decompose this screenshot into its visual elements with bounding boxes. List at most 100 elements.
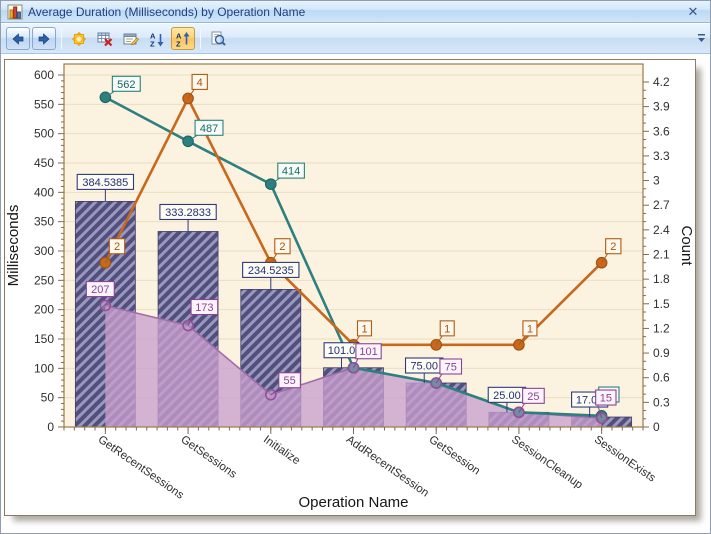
svg-text:3.6: 3.6 (653, 124, 670, 138)
bar-chart-icon (7, 4, 23, 19)
toolbar: A Z A Z (1, 24, 710, 54)
svg-text:4.2: 4.2 (653, 75, 670, 89)
print-preview-icon (211, 31, 226, 46)
x-axis-title: Operation Name (298, 494, 408, 511)
svg-text:333.2833: 333.2833 (165, 207, 211, 219)
properties-button[interactable] (119, 27, 143, 50)
svg-text:150: 150 (34, 332, 54, 346)
data-label (595, 389, 617, 406)
svg-text:0: 0 (653, 420, 660, 434)
svg-text:234.5235: 234.5235 (248, 265, 294, 277)
close-icon: ✕ (687, 4, 699, 19)
data-label (356, 320, 373, 337)
svg-text:450: 450 (34, 156, 54, 170)
y-axis-left: 0 50 100 150 200 250 300 350 400 450 500 550 600 (34, 68, 54, 434)
svg-text:2.4: 2.4 (653, 223, 670, 237)
toolbar-separator (200, 28, 201, 49)
y-axis-left-title: Milliseconds (5, 205, 22, 287)
svg-text:100: 100 (34, 361, 54, 375)
table-delete-icon (97, 32, 113, 46)
svg-text:25: 25 (527, 391, 539, 403)
svg-text:2: 2 (610, 241, 616, 253)
svg-text:AddRecentSession: AddRecentSession (344, 434, 431, 500)
arrow-left-icon (12, 32, 24, 45)
appearance-button[interactable] (67, 27, 91, 50)
toolbar-overflow-icon (698, 34, 705, 42)
remove-table-button[interactable] (93, 27, 117, 50)
svg-text:2.1: 2.1 (653, 248, 670, 262)
svg-text:2.7: 2.7 (653, 198, 670, 212)
window-title: Average Duration (Milliseconds) by Opera… (28, 4, 306, 19)
svg-text:A: A (176, 31, 182, 40)
back-button[interactable] (6, 27, 30, 50)
chart-canvas: 0 50 100 150 200 250 300 350 400 450 500 550 600 0 0.3… (5, 60, 695, 515)
sunburst-icon (71, 31, 87, 46)
svg-text:25.00: 25.00 (493, 390, 521, 402)
svg-text:Z: Z (150, 39, 155, 47)
svg-text:101: 101 (359, 346, 377, 358)
svg-text:414: 414 (282, 166, 300, 178)
svg-text:600: 600 (34, 68, 54, 82)
axes (58, 74, 649, 434)
toolbar-separator (61, 28, 62, 49)
svg-text:75.00: 75.00 (410, 361, 438, 373)
toolbar-overflow-button[interactable] (695, 26, 708, 52)
data-label (191, 73, 208, 90)
sort-az-descending-icon: A Z (150, 31, 164, 47)
svg-text:GetSessions: GetSessions (178, 434, 238, 481)
chart-panel: 0 50 100 150 200 250 300 350 400 450 500 550 600 0 0.3… (4, 59, 696, 516)
data-label (522, 320, 538, 337)
svg-text:1: 1 (527, 323, 533, 335)
svg-text:1.5: 1.5 (653, 297, 670, 311)
data-label (274, 238, 291, 255)
svg-text:300: 300 (34, 244, 54, 258)
svg-text:75: 75 (445, 362, 457, 374)
svg-text:2: 2 (114, 241, 120, 253)
svg-text:2: 2 (279, 241, 285, 253)
svg-text:550: 550 (34, 97, 54, 111)
arrow-right-icon (38, 32, 50, 45)
data-label (85, 281, 115, 298)
svg-text:GetSession: GetSession (426, 434, 482, 478)
data-label (76, 173, 135, 190)
svg-text:3: 3 (653, 174, 660, 188)
forward-button[interactable] (32, 27, 56, 50)
svg-text:3.9: 3.9 (653, 100, 670, 114)
svg-text:562: 562 (117, 79, 135, 91)
svg-text:101.0: 101.0 (328, 345, 356, 357)
svg-text:1: 1 (361, 323, 367, 335)
data-labels: 384.5385 333.2833 234.5235 101.0 75.00 25.00 1… (76, 73, 622, 419)
svg-text:250: 250 (34, 273, 54, 287)
svg-text:0.3: 0.3 (653, 395, 670, 409)
svg-text:Z: Z (176, 39, 181, 47)
svg-text:15: 15 (600, 393, 612, 405)
svg-text:350: 350 (34, 215, 54, 229)
svg-text:500: 500 (34, 127, 54, 141)
title-bar[interactable]: Average Duration (Milliseconds) by Opera… (1, 1, 710, 23)
data-label (605, 238, 622, 255)
svg-text:4: 4 (197, 77, 203, 89)
data-label (439, 320, 455, 337)
svg-text:487: 487 (200, 123, 218, 135)
print-preview-button[interactable] (206, 27, 230, 50)
svg-text:173: 173 (195, 302, 213, 314)
data-label (194, 119, 224, 136)
svg-text:1: 1 (444, 323, 450, 335)
sort-descending-button[interactable]: A Z (145, 27, 169, 50)
data-label (355, 343, 382, 360)
svg-text:SessionCleanup: SessionCleanup (509, 434, 584, 492)
svg-text:1.2: 1.2 (653, 321, 670, 335)
svg-text:Initialize: Initialize (261, 434, 302, 468)
data-label (439, 358, 463, 375)
data-label (111, 75, 141, 92)
data-label (522, 387, 545, 404)
data-label (278, 372, 301, 389)
svg-text:0.6: 0.6 (653, 371, 670, 385)
svg-text:A: A (150, 31, 156, 40)
sort-ascending-button[interactable]: A Z (171, 27, 195, 50)
close-button[interactable]: ✕ (684, 3, 702, 21)
svg-text:GetRecentSessions: GetRecentSessions (96, 434, 186, 502)
y-axis-right-title: Count (678, 225, 695, 266)
sort-az-ascending-icon: A Z (176, 31, 190, 47)
